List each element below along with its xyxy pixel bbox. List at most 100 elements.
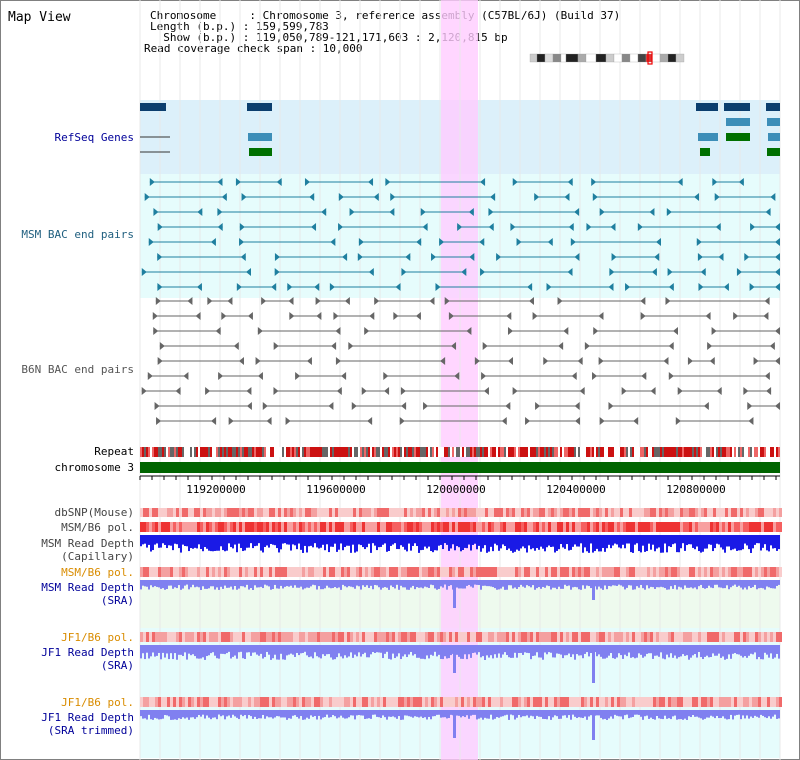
repeat-mark [526, 447, 528, 457]
jf1-b6-pol-heat [209, 632, 212, 642]
msm-depth-sra [730, 580, 732, 588]
dbsnp-heat [743, 508, 746, 517]
msm-depth-capillary [738, 535, 740, 551]
jf1-b6-pol-heat-2 [722, 697, 725, 707]
jf1-b6-pol-heat-2 [257, 697, 260, 707]
repeat-mark [298, 447, 300, 457]
msm-depth-sra [668, 580, 670, 590]
jf1-depth-sra [604, 645, 606, 659]
msm-depth-capillary [320, 535, 322, 548]
jf1-depth-trimmed [746, 710, 748, 716]
msm-depth-sra [738, 580, 740, 586]
msm-b6-pol-heat [728, 522, 731, 532]
jf1-depth-sra [266, 645, 268, 652]
msm-depth-capillary [418, 535, 420, 553]
msm-b6-pol-heat [401, 522, 404, 532]
msm-depth-capillary [304, 535, 306, 546]
repeat-mark [498, 447, 500, 457]
jf1-b6-pol-heat-2 [317, 697, 320, 707]
jf1-b6-pol-heat-2 [431, 697, 434, 707]
jf1-depth-trimmed [774, 710, 776, 715]
msm-depth-sra [528, 580, 530, 587]
jf1-depth-trimmed [690, 710, 692, 718]
msm-depth-sra [666, 580, 668, 590]
msm-b6-pol-heat-2 [713, 567, 716, 577]
msm-bac-pair-end [479, 238, 485, 246]
repeat-mark [462, 447, 464, 457]
msm-b6-pol-heat [530, 522, 533, 532]
jf1-depth-trimmed [172, 710, 174, 720]
jf1-depth-trimmed [306, 710, 308, 718]
jf1-depth-sra [620, 645, 622, 656]
jf1-depth-sra [380, 645, 382, 653]
repeat-mark [762, 447, 764, 457]
repeat-mark [542, 447, 544, 457]
jf1-depth-sra [330, 645, 332, 658]
jf1-depth-trimmed [666, 710, 668, 719]
msm-depth-capillary [588, 535, 590, 553]
msm-bac-pair-end [245, 268, 251, 276]
jf1-depth-trimmed-spike [453, 710, 456, 738]
refseq-cds [700, 148, 710, 156]
msm-bac-pair-end [668, 283, 674, 291]
b6n-bac-pair-end [159, 342, 165, 350]
msm-depth-sra [704, 580, 706, 589]
jf1-b6-pol-heat [584, 632, 587, 642]
b6n-bac-pair-end [579, 387, 585, 395]
msm-b6-pol-heat [620, 522, 623, 532]
jf1-depth-trimmed [152, 710, 154, 720]
jf1-b6-pol-heat [524, 632, 527, 642]
repeat-mark [634, 447, 636, 457]
msm-b6-pol-heat [575, 522, 578, 532]
jf1-depth-trimmed [182, 710, 184, 718]
msm-depth-sra [282, 580, 284, 589]
jf1-depth-trimmed [392, 710, 394, 717]
msm-depth-capillary [270, 535, 272, 544]
jf1-b6-pol-heat [491, 632, 494, 642]
msm-b6-pol-heat-2 [542, 567, 545, 577]
msm-b6-pol-heat-2 [557, 567, 560, 577]
msm-bac-pair-end [564, 193, 570, 201]
msm-bac-pair-end [274, 268, 280, 276]
jf1-depth-trimmed [558, 710, 560, 719]
repeat-mark [630, 447, 632, 457]
msm-b6-pol-heat-2 [266, 567, 269, 577]
track-label-jf1-b6-pol-2: JF1/B6 pol. [61, 696, 134, 709]
repeat-mark [326, 447, 328, 457]
msm-b6-pol-heat [425, 522, 428, 532]
jf1-depth-trimmed [438, 710, 440, 715]
msm-b6-pol-heat-2 [641, 567, 644, 577]
jf1-depth-trimmed [232, 710, 234, 715]
repeat-mark [622, 447, 624, 457]
jf1-depth-trimmed [340, 710, 342, 716]
msm-depth-sra [502, 580, 504, 587]
jf1-depth-trimmed [164, 710, 166, 716]
jf1-b6-pol-heat [167, 632, 170, 642]
msm-depth-capillary [602, 535, 604, 548]
b6n-bac-pair-end [157, 357, 163, 365]
msm-depth-sra [380, 580, 382, 590]
dbsnp-heat [200, 508, 203, 517]
jf1-b6-pol-heat-2 [200, 697, 203, 707]
jf1-b6-pol-heat-2 [425, 697, 428, 707]
jf1-b6-pol-heat-2 [341, 697, 344, 707]
msm-depth-capillary [690, 535, 692, 545]
msm-b6-pol-heat [698, 522, 701, 532]
msm-depth-capillary [402, 535, 404, 547]
repeat-mark [260, 447, 262, 457]
jf1-depth-sra [172, 645, 174, 660]
jf1-b6-pol-heat [716, 632, 719, 642]
jf1-depth-trimmed [722, 710, 724, 717]
msm-depth-capillary [386, 535, 388, 552]
jf1-b6-pol-heat-2 [572, 697, 575, 707]
msm-depth-sra [356, 580, 358, 586]
jf1-b6-pol-heat [635, 632, 638, 642]
repeat-mark [384, 447, 386, 457]
msm-depth-capillary [334, 535, 336, 544]
jf1-depth-trimmed [406, 710, 408, 716]
msm-b6-pol-heat [203, 522, 206, 532]
msm-b6-pol-heat-2 [263, 567, 266, 577]
msm-depth-sra [462, 580, 464, 589]
msm-b6-pol-heat-2 [347, 567, 350, 577]
